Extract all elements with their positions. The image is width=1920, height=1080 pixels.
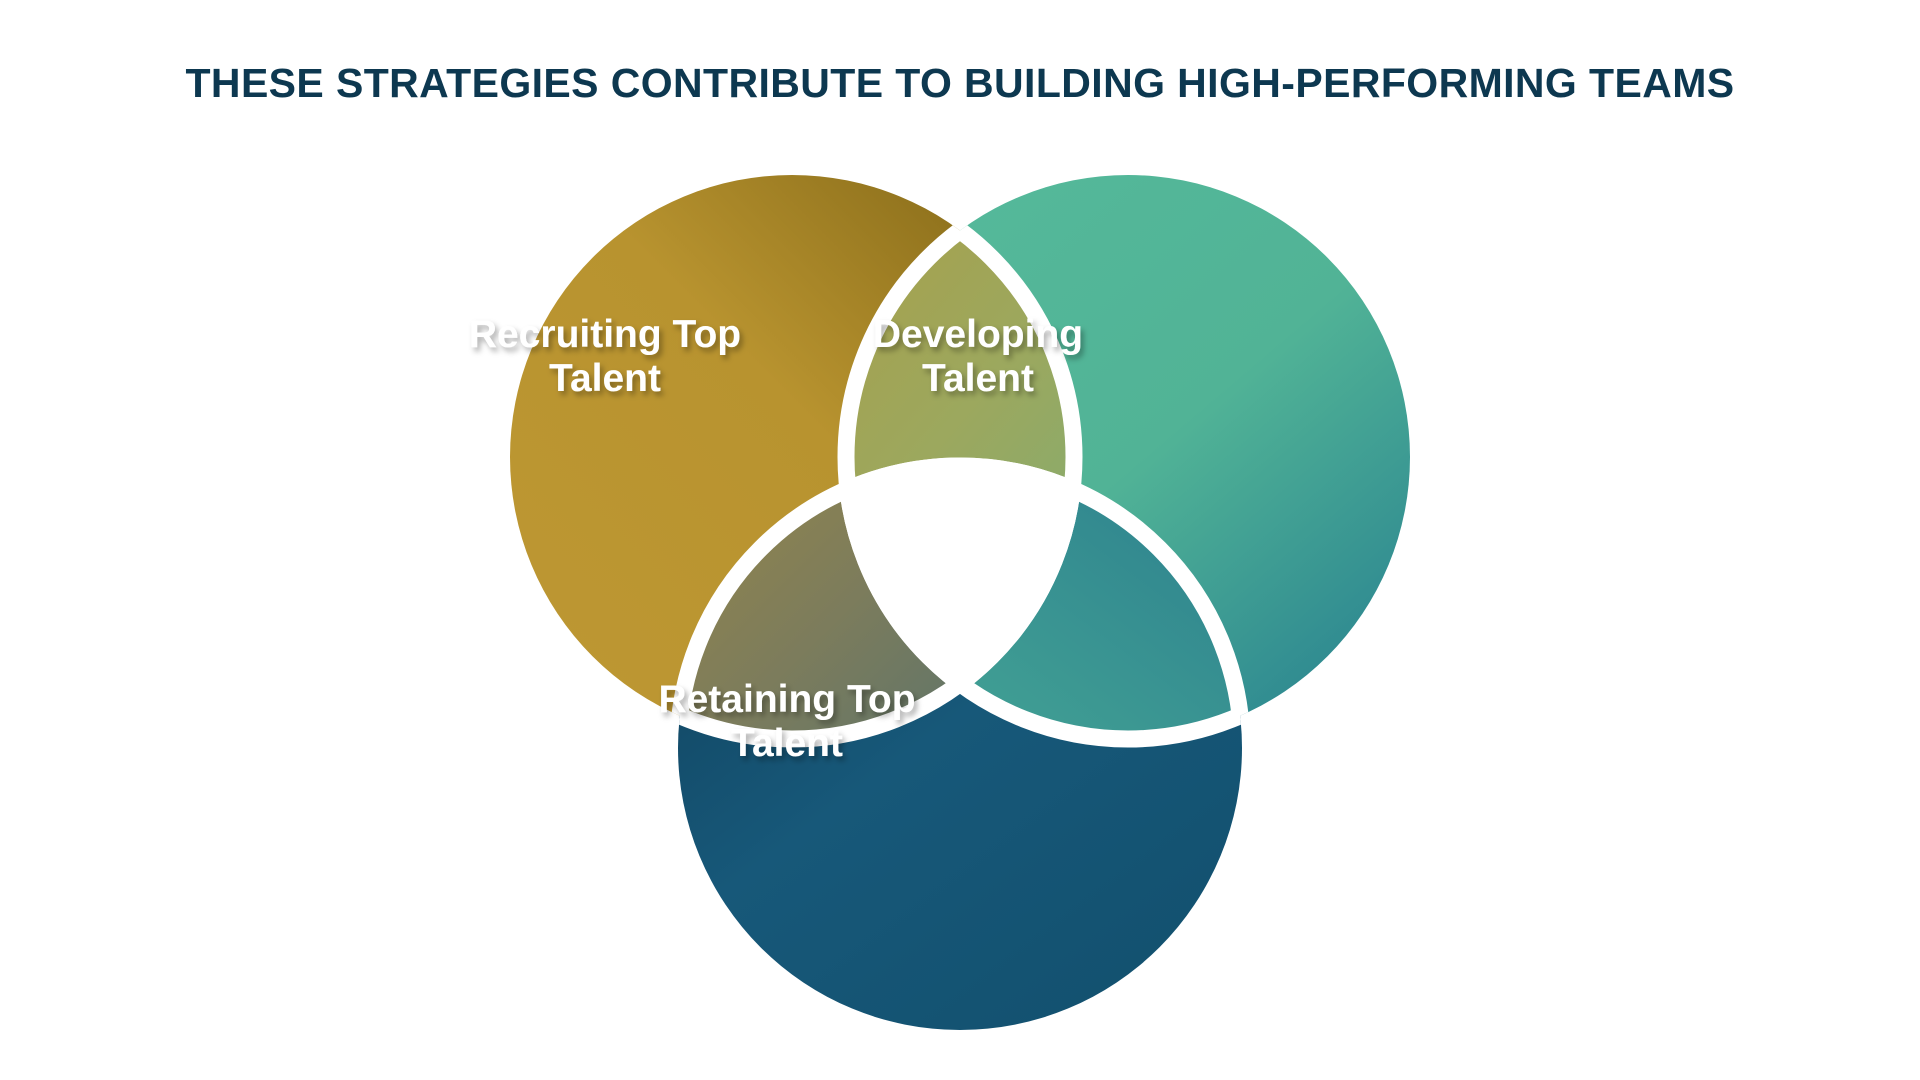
venn-label-recruiting-line1: Recruiting Top: [469, 313, 741, 356]
separator-a-in-b: [846, 175, 1083, 739]
venn-label-retaining-line1: Retaining Top: [658, 678, 915, 721]
venn-label-developing: Developing Talent: [873, 313, 1083, 400]
separator-c-in-b: [846, 457, 1251, 739]
separator-b-in-c: [837, 466, 1242, 748]
page-title: THESE STRATEGIES CONTRIBUTE TO BUILDING …: [185, 60, 1735, 106]
separator-a-in-c: [678, 466, 1083, 748]
venn-diagram: Recruiting Top Talent Developing Talent …: [460, 175, 1460, 1065]
venn-label-recruiting-line2: Talent: [549, 357, 661, 400]
venn-label-developing-line1: Developing: [873, 313, 1083, 356]
venn-label-developing-line2: Talent: [922, 357, 1034, 400]
venn-svg: Recruiting Top Talent Developing Talent …: [469, 175, 1410, 1030]
venn-label-retaining: Retaining Top Talent: [658, 678, 915, 765]
venn-label-recruiting: Recruiting Top Talent: [469, 313, 741, 400]
separator-b-in-a: [837, 175, 1074, 739]
venn-label-retaining-line2: Talent: [731, 722, 843, 765]
